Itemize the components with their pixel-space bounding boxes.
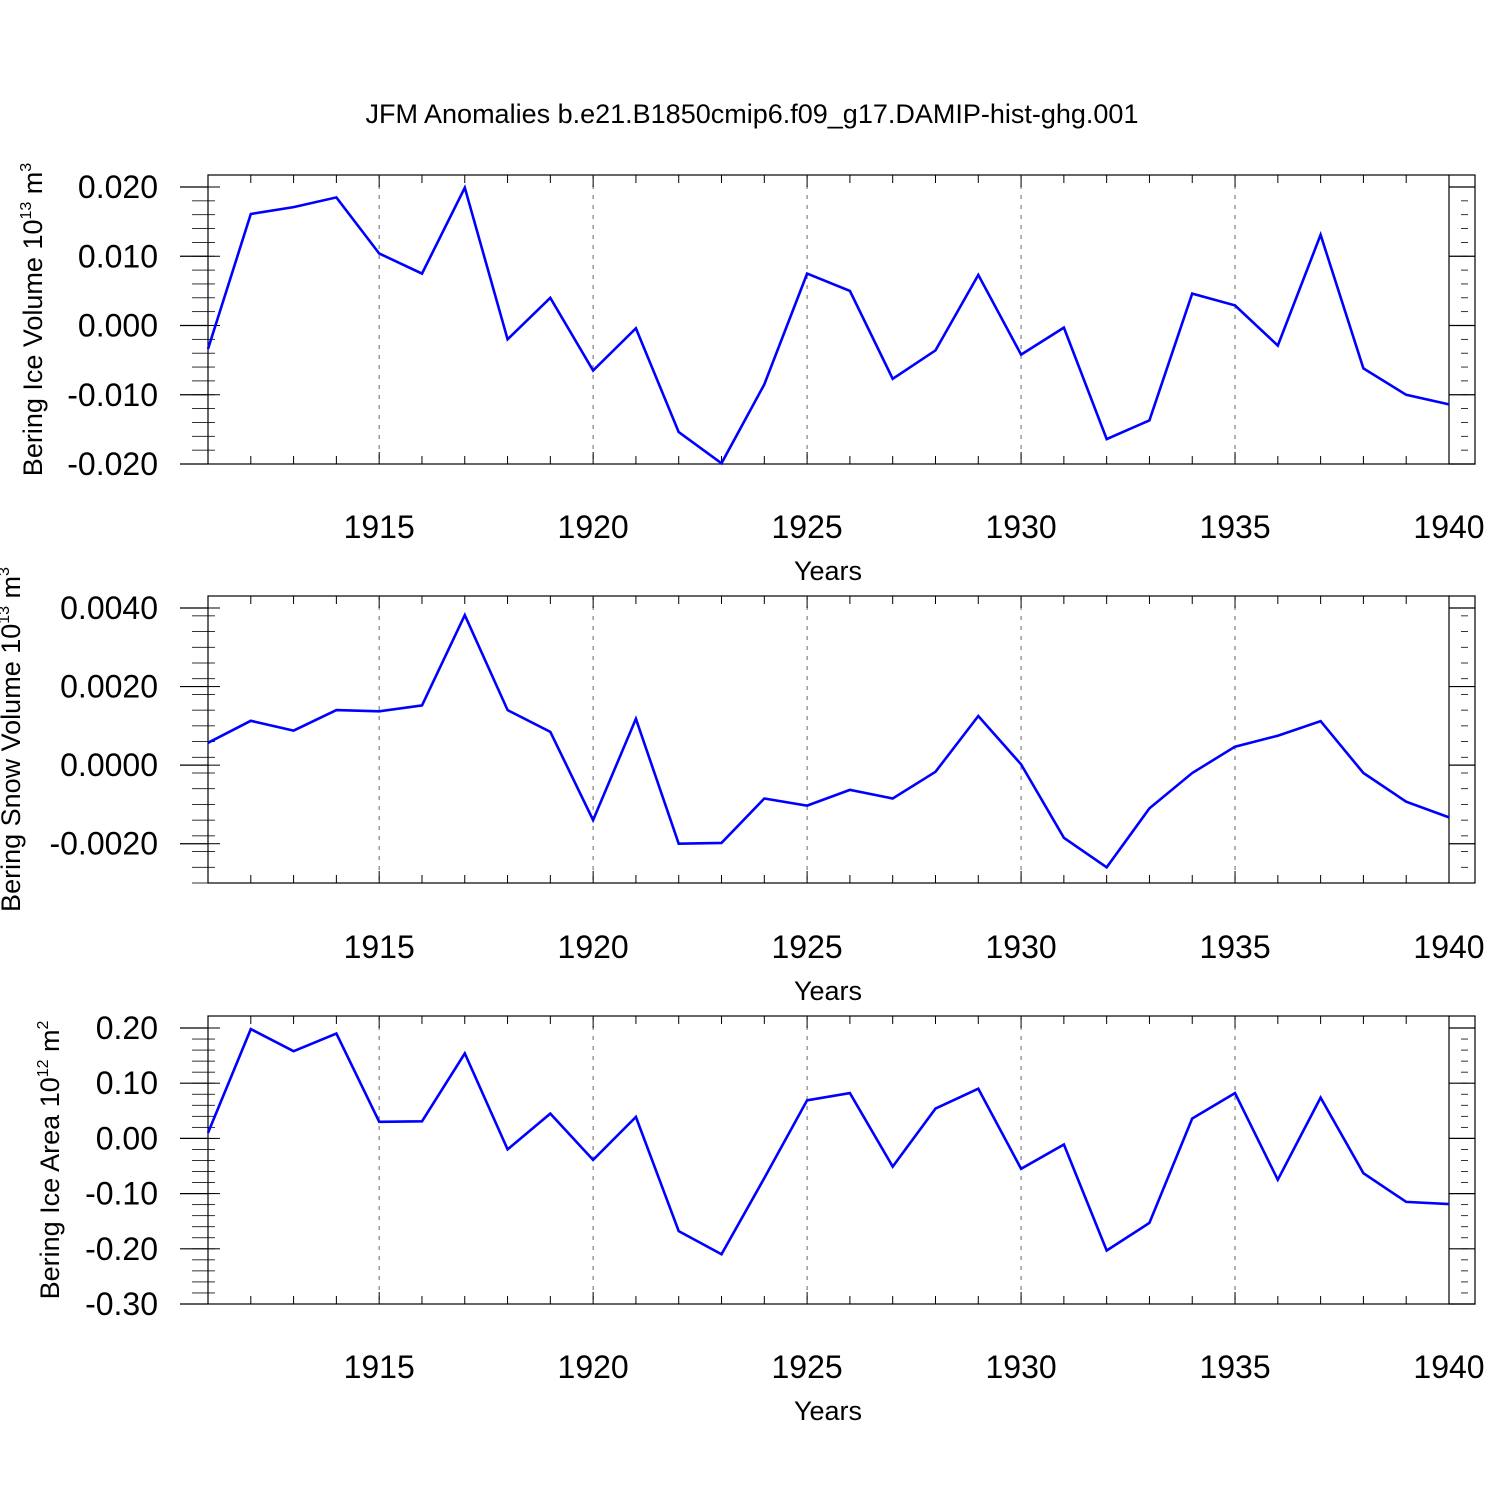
x-tick-label-1940: 1940 (1413, 929, 1484, 965)
y-tick-label: 0.0020 (60, 669, 158, 705)
x-axis-label: Years (794, 556, 862, 586)
plot-frame (207, 595, 1476, 884)
y-axis-label: Bering Snow Volume 1013 m3 (0, 567, 26, 912)
x-tick-label-1930: 1930 (985, 509, 1056, 545)
plot-frame (207, 1015, 1476, 1305)
y-tick-label: 0.0040 (60, 590, 158, 626)
x-tick-label-1935: 1935 (1199, 1349, 1270, 1385)
x-tick-label-1925: 1925 (772, 929, 843, 965)
panel-ice-volume: 0.020 0.010 0.000 -0.010 -0.020 1915 1920 1925 1… (18, 163, 1485, 586)
series-line-0 (206, 1027, 1450, 1257)
x-tick-label-1930: 1930 (985, 929, 1056, 965)
x-tick-label-1920: 1920 (558, 509, 629, 545)
x-tick-label-1940: 1940 (1413, 509, 1484, 545)
chart-title: JFM Anomalies b.e21.B1850cmip6.f09_g17.D… (366, 99, 1139, 129)
y-axis-label: Bering Ice Area 1012 m2 (35, 1020, 65, 1299)
x-tick-label-1940: 1940 (1413, 1349, 1484, 1385)
y-tick-label: -0.010 (67, 377, 158, 413)
x-tick-label-1920: 1920 (558, 929, 629, 965)
x-tick-label-1925: 1925 (772, 509, 843, 545)
y-axis-label: Bering Ice Volume 1013 m3 (18, 163, 48, 476)
panel-snow-volume: 0.0040 0.0020 0.0000 -0.0020 1915 1920 1925 193… (0, 567, 1485, 1006)
y-tick-label: 0.00 (96, 1120, 158, 1156)
x-axis-label: Years (794, 976, 862, 1006)
x-tick-label-1915: 1915 (344, 1349, 415, 1385)
x-tick-label-1920: 1920 (558, 1349, 629, 1385)
series-line-0 (206, 184, 1450, 466)
y-tick-label: -0.020 (67, 446, 158, 482)
y-tick-label: 0.010 (78, 238, 158, 274)
x-axis-label: Years (794, 1396, 862, 1426)
y-tick-label: 0.10 (96, 1065, 158, 1101)
x-tick-label-1915: 1915 (344, 509, 415, 545)
x-tick-label-1925: 1925 (772, 1349, 843, 1385)
y-tick-label: 0.0000 (60, 747, 158, 783)
x-tick-label-1935: 1935 (1199, 929, 1270, 965)
y-tick-label: -0.20 (85, 1231, 158, 1267)
x-tick-label-1915: 1915 (344, 929, 415, 965)
x-tick-label-1935: 1935 (1199, 509, 1270, 545)
y-tick-label: -0.10 (85, 1176, 158, 1212)
y-tick-label: 0.000 (78, 308, 158, 344)
x-tick-label-1930: 1930 (985, 1349, 1056, 1385)
series-line-0 (207, 612, 1450, 870)
panel-ice-area: 0.20 0.10 0.00 -0.10 -0.20 -0.30 1915 1920 1925 1… (35, 1010, 1485, 1426)
y-tick-label: -0.0020 (49, 826, 158, 862)
y-tick-label: 0.20 (96, 1010, 158, 1046)
y-tick-label: 0.020 (78, 169, 158, 205)
plot-frame (207, 174, 1476, 465)
y-tick-label: -0.30 (85, 1286, 158, 1322)
